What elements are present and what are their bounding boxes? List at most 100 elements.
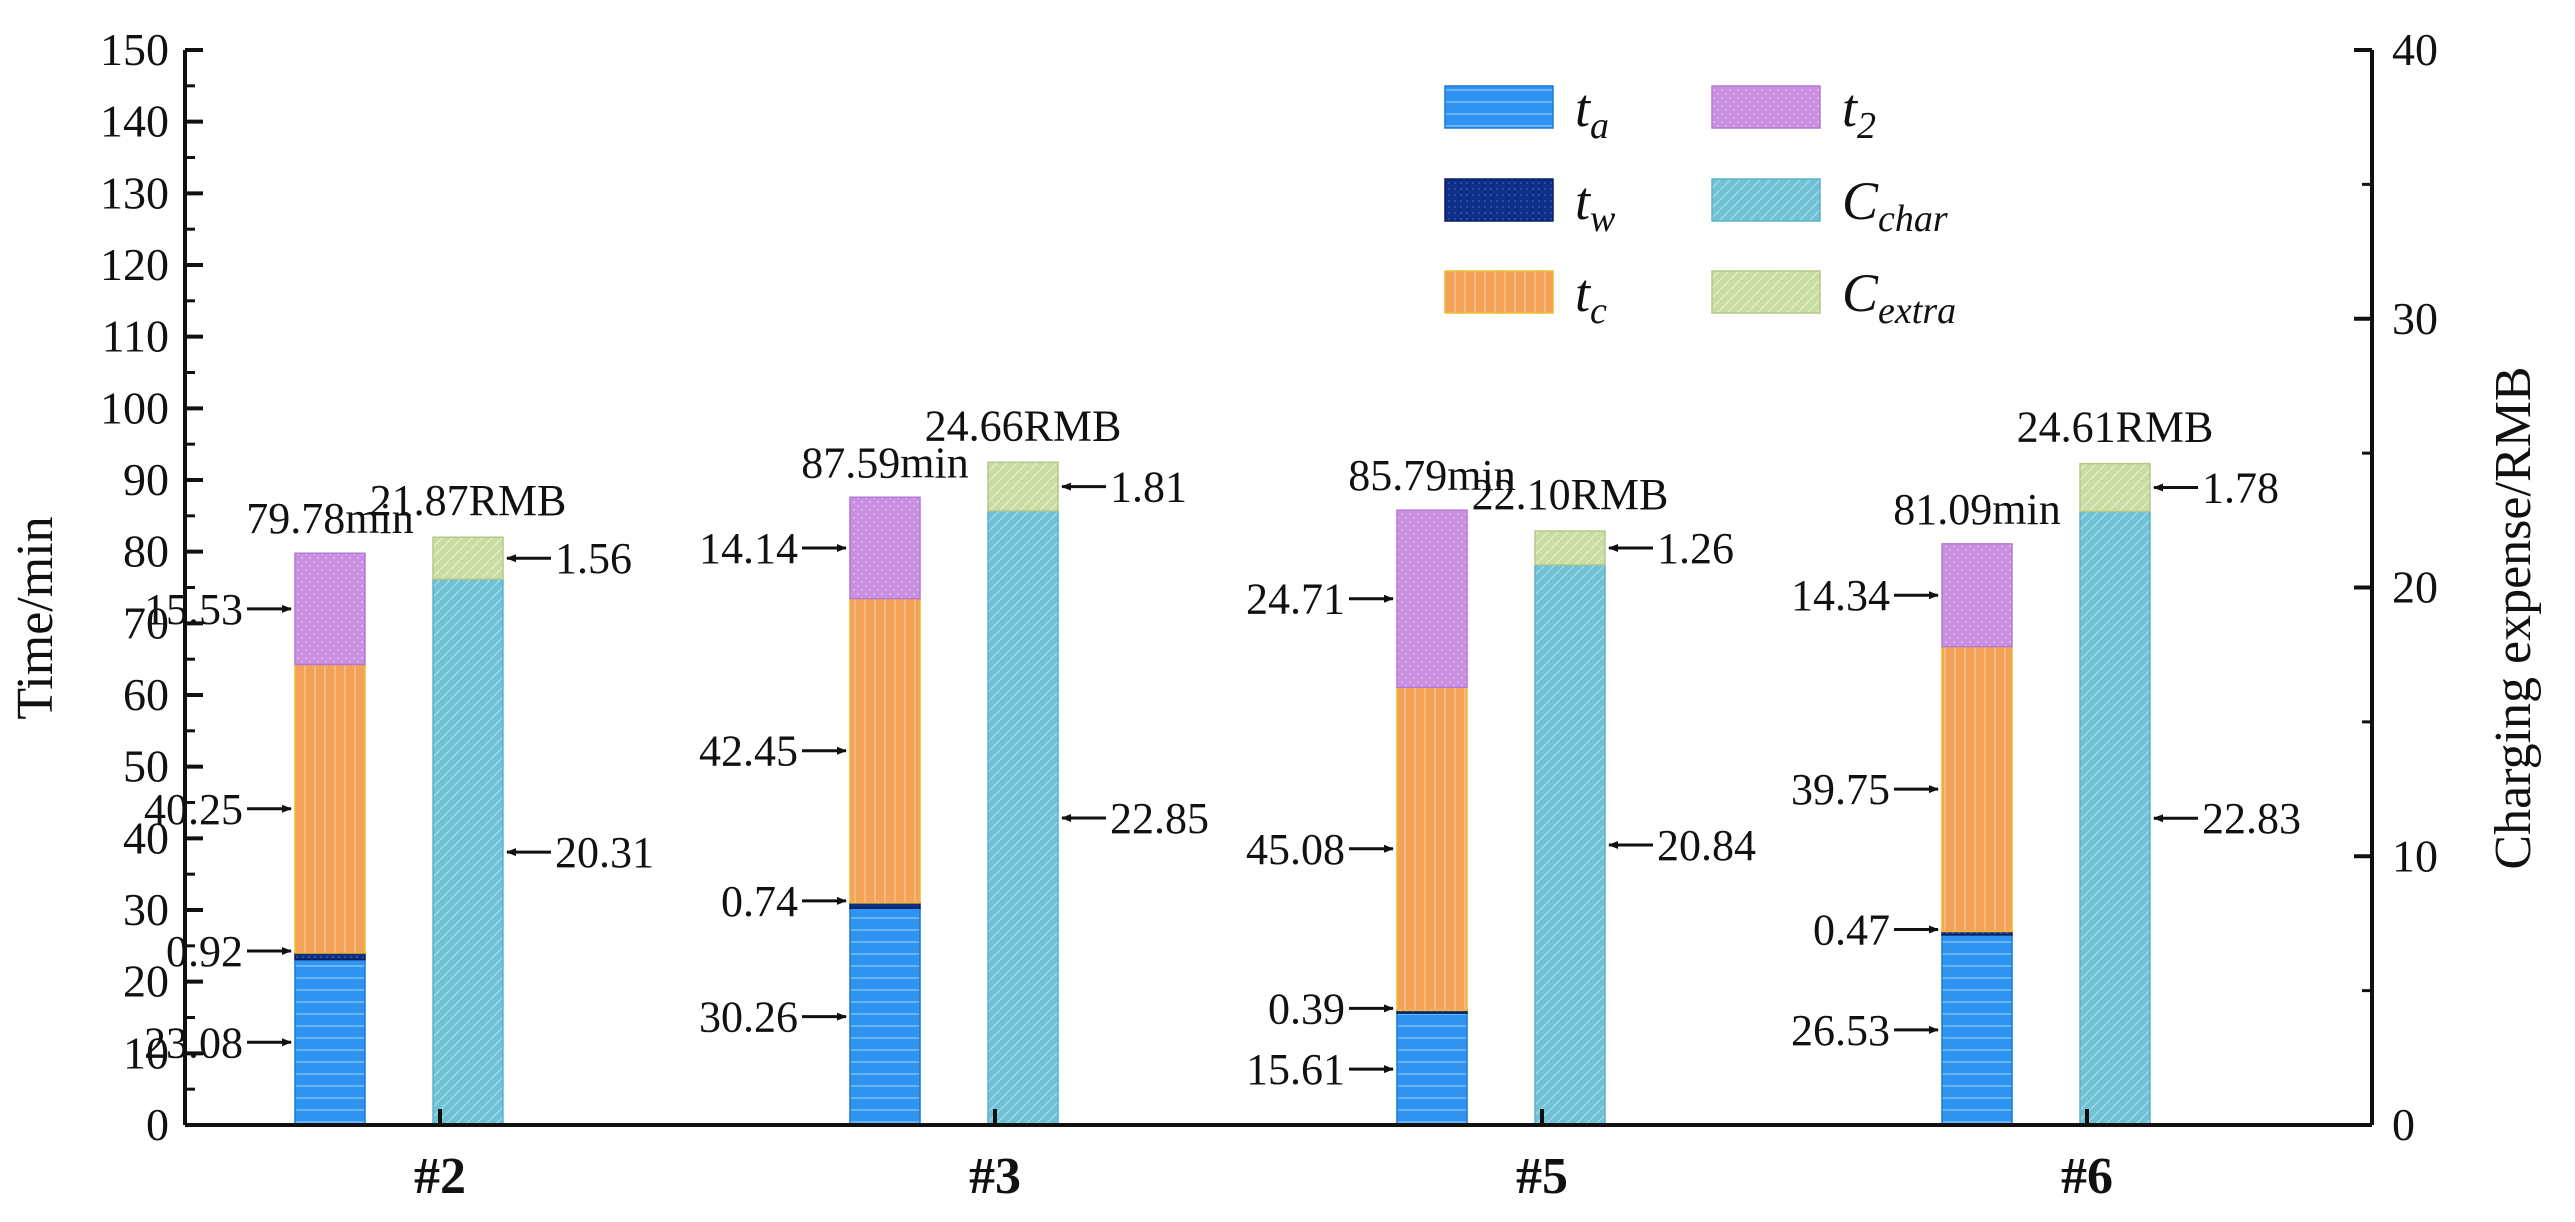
- legend-label-sub: char: [1878, 198, 1948, 240]
- y-tick-label: 0: [146, 1099, 169, 1150]
- y-tick-label: 60: [123, 669, 169, 720]
- segment-value-label: 30.26: [699, 993, 798, 1042]
- time-total-label: 87.59min: [801, 438, 968, 487]
- legend-label-base: t: [1575, 171, 1592, 231]
- bar-segment-c-char: [1534, 564, 1606, 1126]
- legend-swatch: [1444, 270, 1554, 314]
- legend-label-base: C: [1842, 263, 1879, 323]
- legend-label-base: t: [1575, 78, 1592, 138]
- segment-value-label: 0.92: [166, 927, 243, 976]
- legend-swatch: [1711, 270, 1821, 314]
- cost-total-label: 21.87RMB: [370, 476, 567, 525]
- legend-label: Cchar: [1842, 171, 1948, 240]
- legend-label-sub: c: [1590, 290, 1607, 332]
- y-tick-label: 30: [123, 884, 169, 935]
- legend-item-c-extra: Cextra: [1711, 263, 1956, 332]
- legend-label-sub: a: [1590, 105, 1609, 147]
- bar-segment-t-w: [849, 902, 921, 909]
- bar-segment-t-a: [1396, 1012, 1468, 1126]
- x-category-label: #2: [414, 1148, 466, 1205]
- bar-segment-t-a: [294, 958, 366, 1126]
- bar-segment-c-extra: [432, 536, 504, 580]
- y-tick-label: 100: [100, 382, 169, 433]
- x-category-label: #3: [969, 1148, 1021, 1205]
- legend-item-t-a: ta: [1444, 78, 1609, 147]
- legend-swatch: [1711, 85, 1821, 129]
- legend-label: tc: [1575, 263, 1607, 332]
- bar-segment-c-char: [987, 510, 1059, 1126]
- segment-value-label: 20.84: [1657, 821, 1756, 870]
- bar-segment-c-extra: [2079, 462, 2151, 513]
- bar-segment-c-extra: [1534, 530, 1606, 566]
- segment-value-label: 1.78: [2202, 464, 2279, 513]
- segment-value-label: 0.74: [721, 877, 798, 926]
- segment-value-label: 40.25: [144, 785, 243, 834]
- y-axis-title: Time/min: [7, 516, 64, 719]
- bar-segment-c-extra: [987, 461, 1059, 512]
- legend-swatch: [1711, 178, 1821, 222]
- segment-value-label: 22.85: [1110, 794, 1209, 843]
- bar-segment-t-2: [1396, 509, 1468, 689]
- bar-segment-t-c: [849, 597, 921, 904]
- axes-layer: 0 10 20 30 40 50 60 70 80 90 100 110 120 130 140 150 0 10…: [100, 24, 2438, 1205]
- y-tick-label: 110: [102, 311, 169, 362]
- segment-value-label: 1.81: [1110, 463, 1187, 512]
- y-tick-label: 130: [100, 167, 169, 218]
- legend-label-sub: w: [1590, 198, 1616, 240]
- bars-layer: [294, 461, 2151, 1126]
- legend-label-sub: extra: [1878, 290, 1956, 332]
- cost-total-label: 22.10RMB: [1472, 470, 1669, 519]
- segment-value-label: 45.08: [1246, 825, 1345, 874]
- segment-value-label: 42.45: [699, 727, 798, 776]
- segment-value-label: 0.47: [1813, 906, 1890, 955]
- bar-segment-t-a: [1941, 934, 2013, 1126]
- y-tick-label: 120: [100, 239, 169, 290]
- legend-swatch: [1444, 85, 1554, 129]
- legend-label-base: C: [1842, 171, 1879, 231]
- legend-label-sub: 2: [1857, 105, 1876, 147]
- y2-axis-title: Charging expense/RMB: [2485, 366, 2542, 869]
- y-tick-label: 90: [123, 454, 169, 505]
- y-tick-label: 140: [100, 96, 169, 147]
- time-total-label: 81.09min: [1893, 485, 2060, 534]
- segment-value-label: 14.34: [1791, 571, 1890, 620]
- y2-tick-label: 30: [2392, 293, 2438, 344]
- y-tick-label: 10: [123, 1027, 169, 1078]
- cost-total-label: 24.61RMB: [2017, 403, 2214, 452]
- y-tick-label: 80: [123, 526, 169, 577]
- segment-value-label: 39.75: [1791, 765, 1890, 814]
- segment-value-label: 20.31: [555, 828, 654, 877]
- legend-label-base: t: [1842, 78, 1859, 138]
- legend-label: ta: [1575, 78, 1609, 147]
- legend-item-t-c: tc: [1444, 263, 1607, 332]
- segment-value-label: 1.26: [1657, 524, 1734, 573]
- segment-value-label: 14.14: [699, 524, 798, 573]
- bar-segment-c-char: [2079, 510, 2151, 1126]
- segment-value-label: 23.08: [144, 1018, 243, 1067]
- y-tick-label: 50: [123, 741, 169, 792]
- segment-value-label: 26.53: [1791, 1006, 1890, 1055]
- segment-value-label: 0.39: [1268, 984, 1345, 1033]
- bar-segment-c-char: [432, 578, 504, 1126]
- y2-tick-label: 10: [2392, 830, 2438, 881]
- legend-label: tw: [1575, 171, 1616, 240]
- segment-value-label: 1.56: [555, 534, 632, 583]
- legend-label-base: t: [1575, 263, 1592, 323]
- legend-swatch: [1444, 178, 1554, 222]
- bar-segment-t-2: [1941, 543, 2013, 648]
- legend-label: t2: [1842, 78, 1876, 147]
- y-tick-label: 70: [123, 597, 169, 648]
- bar-segment-t-2: [849, 496, 921, 600]
- y2-tick-label: 0: [2392, 1099, 2415, 1150]
- segment-value-label: 24.71: [1246, 575, 1345, 624]
- x-category-label: #6: [2061, 1148, 2113, 1205]
- legend-item-c-char: Cchar: [1711, 171, 1948, 240]
- bar-segment-t-a: [849, 907, 921, 1126]
- y2-tick-label: 20: [2392, 562, 2438, 613]
- bar-segment-t-2: [294, 552, 366, 666]
- bar-segment-t-c: [1941, 645, 2013, 933]
- time-total-label: 79.78min: [246, 494, 413, 543]
- y-tick-label: 20: [123, 956, 169, 1007]
